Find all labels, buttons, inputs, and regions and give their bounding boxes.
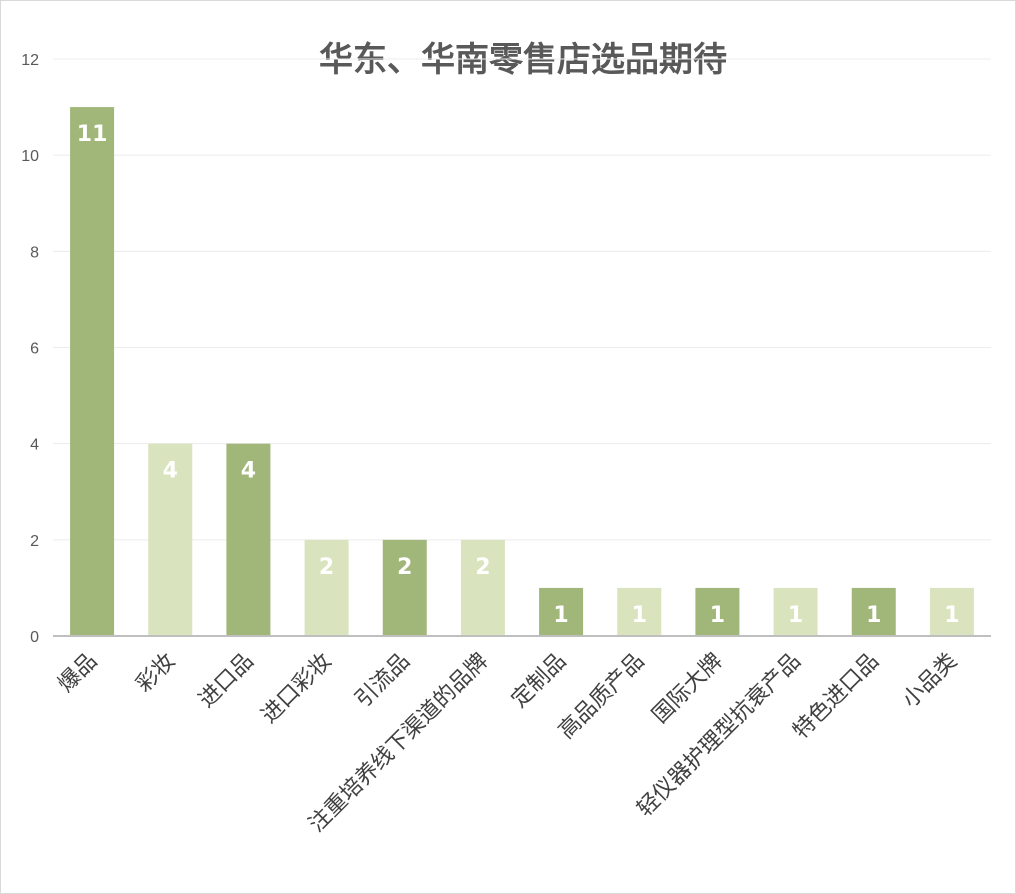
bar [304,539,349,636]
bar [460,539,505,636]
data-label: 4 [163,459,178,484]
y-tick-label: 2 [30,533,39,550]
y-tick-label: 8 [30,244,39,261]
y-tick-label: 12 [21,52,39,69]
chart-title: 华东、华南零售店选品期待 [319,40,727,80]
y-tick-label: 10 [21,148,39,165]
bar [70,107,115,637]
bar [539,587,584,636]
x-tick-label: 小品类 [898,649,962,713]
x-tick-label: 彩妆 [132,649,181,698]
data-labels: 114 42 2 21 1 1 1 1 1 [77,122,960,628]
data-label: 1 [553,603,568,628]
bar [851,587,896,636]
bar [695,587,740,636]
x-tick-label: 特色进口品 [789,649,884,744]
data-label: 1 [866,603,881,628]
data-label: 2 [319,555,334,580]
x-tick-label: 爆品 [54,649,103,698]
x-tick-label: 国际大牌 [648,649,728,729]
gridlines [53,58,991,541]
x-tick-label: 高品质产品 [554,649,649,744]
bar [773,587,818,636]
y-axis-ticks: 0 2 4 6 8 10 12 [21,52,39,646]
data-label: 1 [710,603,725,628]
bar [148,443,193,636]
x-tick-label: 进口彩妆 [257,649,337,729]
bars [70,107,974,637]
bar [929,587,974,636]
data-label: 2 [397,555,412,580]
data-label: 1 [632,603,647,628]
y-tick-label: 4 [30,437,39,454]
bar [226,443,271,636]
x-tick-label: 定制品 [507,649,571,713]
bar [617,587,662,636]
x-tick-label: 引流品 [351,649,415,713]
x-tick-label: 进口品 [194,649,258,713]
data-label: 11 [77,122,108,147]
data-label: 1 [788,603,803,628]
data-label: 4 [241,459,256,484]
data-label: 1 [944,603,959,628]
y-tick-label: 6 [30,341,39,358]
bar [382,539,427,636]
y-tick-label: 0 [30,629,39,646]
data-label: 2 [475,555,490,580]
